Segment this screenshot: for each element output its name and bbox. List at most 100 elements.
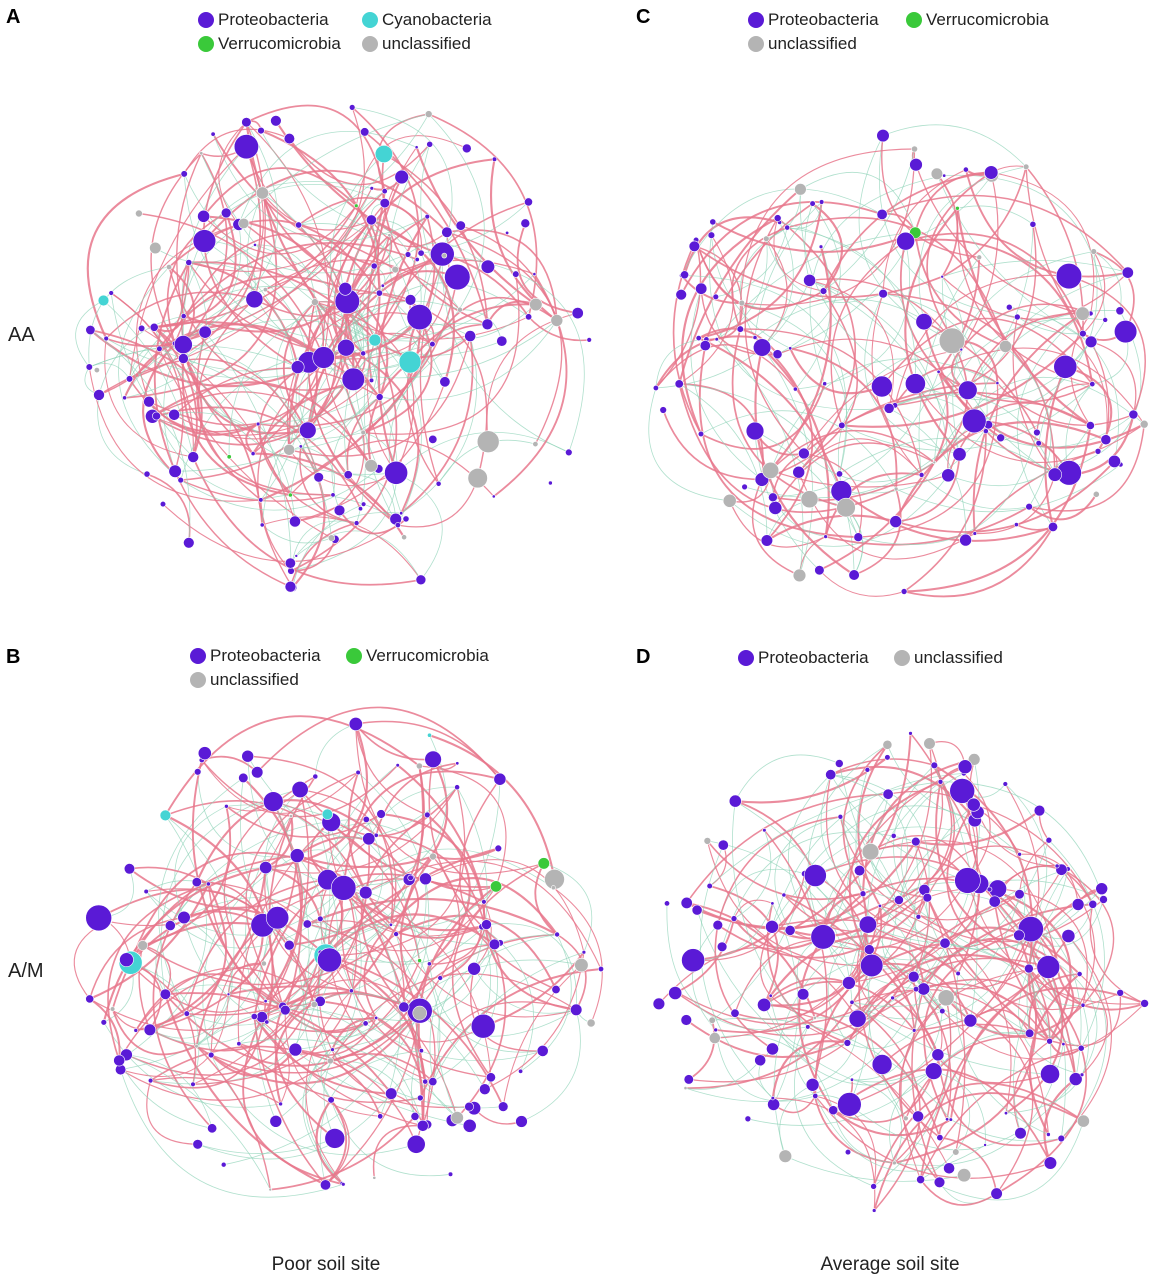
network-edge-positive <box>246 121 330 358</box>
network-edge-positive <box>162 503 399 562</box>
network-edge-positive <box>345 332 433 349</box>
network-node-proteobacteria <box>714 337 719 342</box>
bottom-label-average-soil: Average soil site <box>820 1254 960 1275</box>
network-node-proteobacteria <box>940 274 945 279</box>
network-node-proteobacteria <box>713 1027 719 1033</box>
legend-dot-unclassified <box>190 672 206 688</box>
network-node-proteobacteria <box>912 985 920 993</box>
network-edge-positive <box>731 226 788 330</box>
network-edge-positive <box>926 897 966 1153</box>
network-node-proteobacteria <box>741 483 748 491</box>
network-node-proteobacteria <box>317 947 342 973</box>
legend-item: Cyanobacteria <box>362 10 492 30</box>
network-node-proteobacteria <box>870 1183 877 1190</box>
network-node-proteobacteria <box>435 480 442 487</box>
network-edge-positive <box>655 344 796 390</box>
legend-dot-unclassified <box>362 36 378 52</box>
network-edge-negative <box>948 425 1091 487</box>
network-edge-negative <box>709 781 941 887</box>
network-edge-negative <box>967 224 1034 391</box>
network-edge-negative <box>921 474 1030 510</box>
network-edge-negative <box>245 815 292 1018</box>
network-edge-negative <box>319 879 338 1002</box>
network-node-proteobacteria <box>712 919 723 931</box>
network-node-unclassified <box>952 1148 960 1156</box>
legend-item: Proteobacteria <box>190 646 321 666</box>
network-edge-negative <box>942 260 1128 278</box>
legend-dot-proteobacteria <box>190 648 206 664</box>
network-node-proteobacteria <box>278 1101 283 1107</box>
network-edge-positive <box>165 992 392 1095</box>
network-edge-positive <box>342 887 483 939</box>
network-node-proteobacteria <box>803 864 827 887</box>
network-edge-negative <box>260 130 390 236</box>
network-edge-negative <box>330 1099 451 1177</box>
network-node-proteobacteria <box>570 1003 583 1016</box>
network-node-proteobacteria <box>376 809 386 819</box>
network-node-proteobacteria <box>1100 434 1112 446</box>
network-edge-negative <box>276 301 316 431</box>
network-node-proteobacteria <box>224 803 229 809</box>
network-edge-positive <box>790 347 898 490</box>
network-edge-positive <box>923 889 1051 1042</box>
network-edge-negative <box>197 1093 392 1160</box>
network-edge-positive <box>343 887 492 1078</box>
network-node-unclassified <box>450 1111 464 1125</box>
network-node-unclassified <box>902 1115 909 1122</box>
network-node-unclassified <box>1139 419 1149 429</box>
network-node-proteobacteria <box>909 158 923 172</box>
network-edge-positive <box>938 347 1145 425</box>
network-edge-positive <box>264 867 352 992</box>
network-edge-negative <box>766 189 801 240</box>
network-edge-positive <box>429 924 488 965</box>
network-edge-negative <box>521 1009 581 1122</box>
network-edge-positive <box>974 474 1056 535</box>
network-node-proteobacteria <box>907 970 920 983</box>
network-node-proteobacteria <box>424 213 430 220</box>
network-node-proteobacteria <box>399 511 404 516</box>
network-edge-negative <box>696 909 853 1081</box>
network-edge-negative <box>894 276 964 406</box>
network-edge-negative <box>867 965 907 1119</box>
network-node-unclassified <box>861 842 880 861</box>
network-node-proteobacteria <box>414 256 420 262</box>
network-node-proteobacteria <box>180 313 187 319</box>
network-node-proteobacteria <box>394 522 401 529</box>
network-node-proteobacteria <box>712 293 719 300</box>
network-node-proteobacteria <box>939 937 951 949</box>
network-edge-negative <box>1060 935 1107 1139</box>
network-node-proteobacteria <box>691 904 703 916</box>
network-node-proteobacteria <box>1013 929 1025 942</box>
network-node-proteobacteria <box>659 406 667 414</box>
network-edge-positive <box>915 809 1041 846</box>
network-edge-negative <box>247 756 411 886</box>
network-node-proteobacteria <box>295 221 303 229</box>
network-edge-positive <box>674 918 735 994</box>
network-node-proteobacteria <box>834 759 844 768</box>
network-edge-positive <box>830 240 906 426</box>
legend-label: Proteobacteria <box>758 648 869 667</box>
network-edge-negative <box>343 887 430 964</box>
network-edge-negative <box>761 222 794 348</box>
network-node-proteobacteria <box>404 294 417 306</box>
network-node-proteobacteria <box>241 749 254 763</box>
network-node-unclassified <box>424 110 433 118</box>
network-edge-negative <box>803 453 935 483</box>
network-edge-negative <box>282 1005 405 1038</box>
network-node-proteobacteria <box>757 997 772 1012</box>
network-node-proteobacteria <box>478 1083 491 1095</box>
network-node-proteobacteria <box>454 784 460 791</box>
network-node-proteobacteria <box>263 791 284 812</box>
network-node-proteobacteria <box>368 377 375 384</box>
network-node-proteobacteria <box>936 369 941 374</box>
network-edge-negative <box>822 816 850 938</box>
network-edge-positive <box>188 219 372 272</box>
network-node-proteobacteria <box>1002 781 1008 787</box>
network-edge-negative <box>1056 962 1098 1075</box>
network-edge-positive <box>680 274 742 304</box>
network-node-proteobacteria <box>745 421 765 441</box>
network-node-proteobacteria <box>377 1113 384 1120</box>
network-node-proteobacteria <box>1086 421 1095 430</box>
network-edge-positive <box>153 262 190 472</box>
network-edge-positive <box>257 347 347 588</box>
